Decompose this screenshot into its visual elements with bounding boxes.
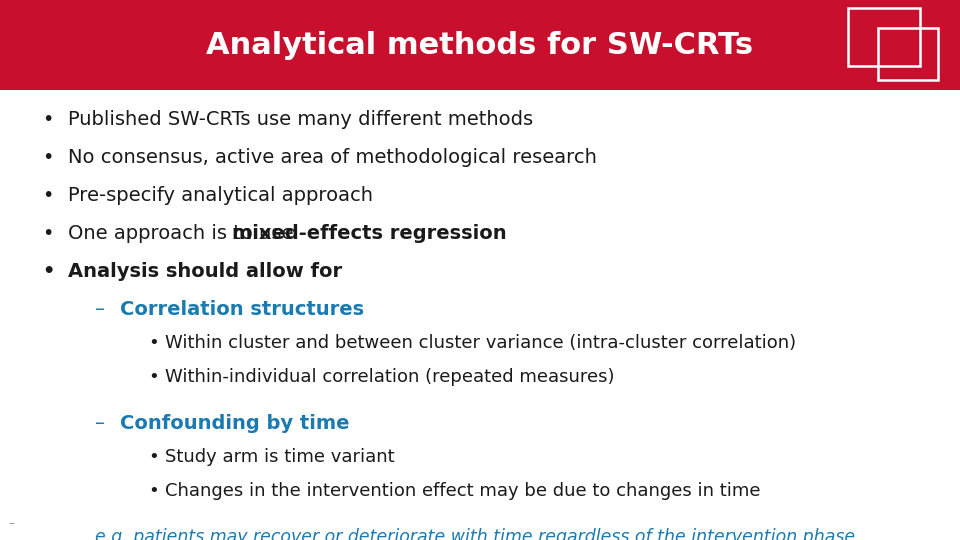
Text: Within-individual correlation (repeated measures): Within-individual correlation (repeated … [165, 368, 614, 386]
Text: Study arm is time variant: Study arm is time variant [165, 448, 395, 466]
Text: Published SW-CRTs use many different methods: Published SW-CRTs use many different met… [68, 110, 533, 129]
Text: •: • [42, 148, 54, 167]
Text: Analytical methods for SW-CRTs: Analytical methods for SW-CRTs [206, 30, 754, 59]
Bar [848, 8, 920, 66]
Text: •: • [148, 334, 158, 352]
Text: e.g. patients may recover or deteriorate with time regardless of the interventio: e.g. patients may recover or deteriorate… [95, 528, 855, 540]
Text: No consensus, active area of methodological research: No consensus, active area of methodologi… [68, 148, 597, 167]
Text: Pre-specify analytical approach: Pre-specify analytical approach [68, 186, 373, 205]
Text: •: • [42, 262, 55, 281]
Text: –: – [95, 414, 105, 433]
Bar [0, 0, 960, 90]
Text: Confounding by time: Confounding by time [120, 414, 349, 433]
Text: •: • [148, 368, 158, 386]
Text: •: • [42, 186, 54, 205]
Text: •: • [42, 224, 54, 243]
Text: Correlation structures: Correlation structures [120, 300, 364, 319]
Text: –: – [8, 517, 14, 530]
Text: –: – [95, 300, 105, 319]
Text: •: • [148, 448, 158, 466]
Text: Changes in the intervention effect may be due to changes in time: Changes in the intervention effect may b… [165, 482, 760, 500]
Text: One approach is to use: One approach is to use [68, 224, 300, 243]
Text: Within cluster and between cluster variance (intra-cluster correlation): Within cluster and between cluster varia… [165, 334, 796, 352]
Text: Analysis should allow for: Analysis should allow for [68, 262, 342, 281]
Bar [878, 28, 938, 80]
Text: •: • [148, 482, 158, 500]
Text: •: • [42, 110, 54, 129]
Text: mixed-effects regression: mixed-effects regression [232, 224, 507, 243]
